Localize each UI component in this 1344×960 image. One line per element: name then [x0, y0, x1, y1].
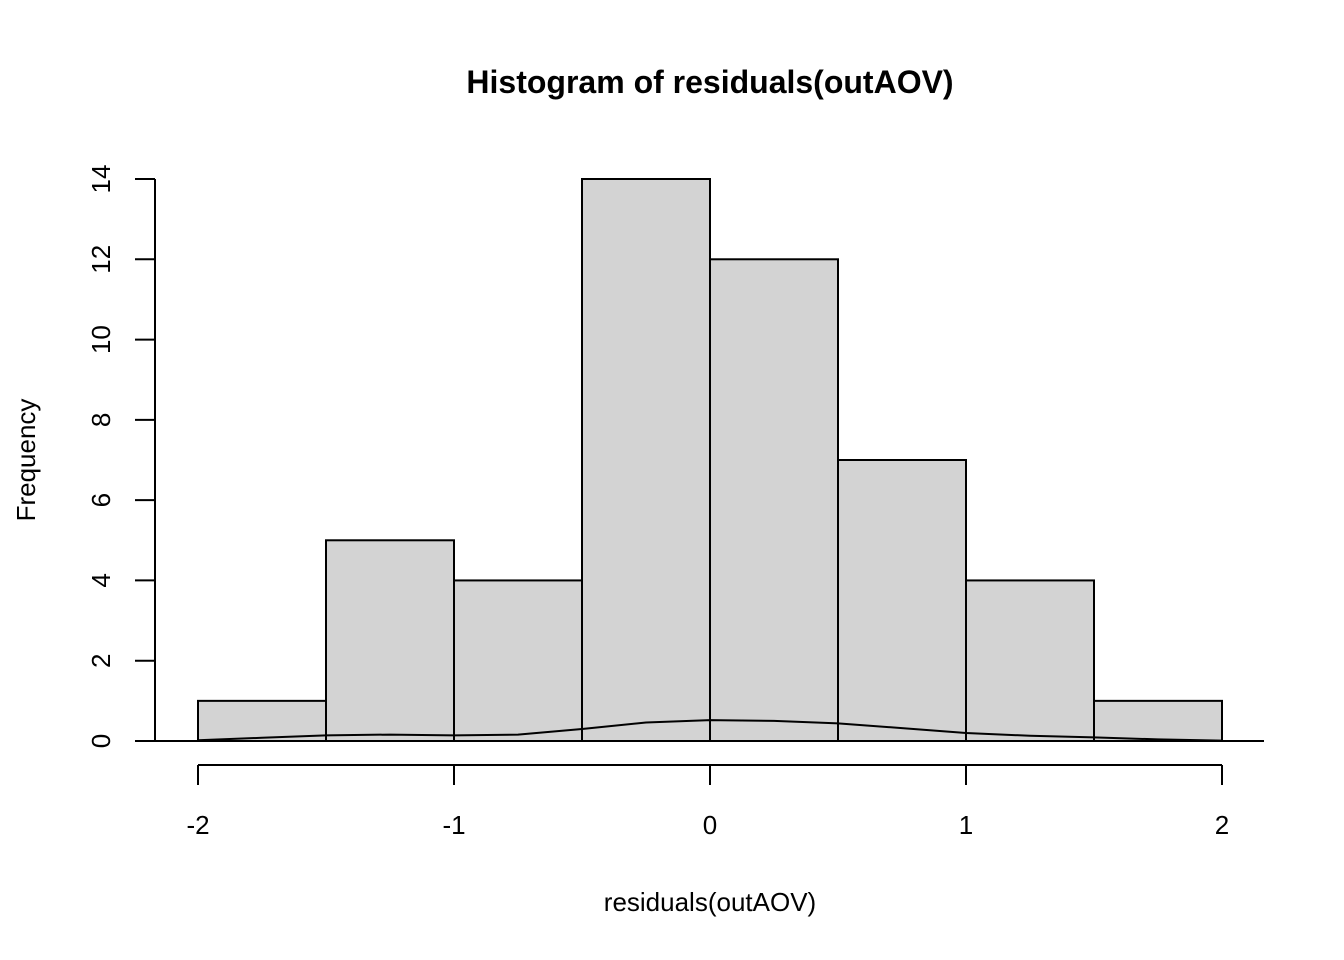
y-tick-label: 0: [86, 734, 116, 748]
x-axis: -2 -1 0 1 2: [186, 764, 1229, 840]
y-tick-label: 10: [86, 325, 116, 354]
histogram-bar: [1093, 699, 1223, 742]
histogram-bar: [581, 178, 711, 742]
histogram-bar: [709, 258, 839, 742]
histogram-bar: [837, 459, 967, 742]
histogram-bar: [965, 579, 1095, 743]
histogram-bar: [197, 699, 327, 742]
y-tick-label: 6: [86, 493, 116, 507]
histogram-bars: [197, 178, 1223, 743]
x-tick-label: -2: [186, 810, 209, 840]
y-tick-label: 14: [86, 165, 116, 194]
y-tick-label: 8: [86, 413, 116, 427]
y-axis-label: Frequency: [11, 399, 41, 522]
histogram-bar: [325, 539, 455, 742]
x-tick-label: 0: [703, 810, 717, 840]
chart-title: Histogram of residuals(outAOV): [466, 64, 953, 100]
y-tick-label: 4: [86, 573, 116, 587]
histogram-bar: [453, 579, 583, 743]
y-axis: 0 2 4 6 8 10 12 14: [86, 165, 156, 748]
density-curve: [197, 719, 1223, 742]
x-tick-label: -1: [442, 810, 465, 840]
y-tick-label: 2: [86, 653, 116, 667]
x-tick-label: 1: [959, 810, 973, 840]
x-axis-label: residuals(outAOV): [604, 887, 816, 917]
x-tick-label: 2: [1215, 810, 1229, 840]
y-tick-label: 12: [86, 245, 116, 274]
